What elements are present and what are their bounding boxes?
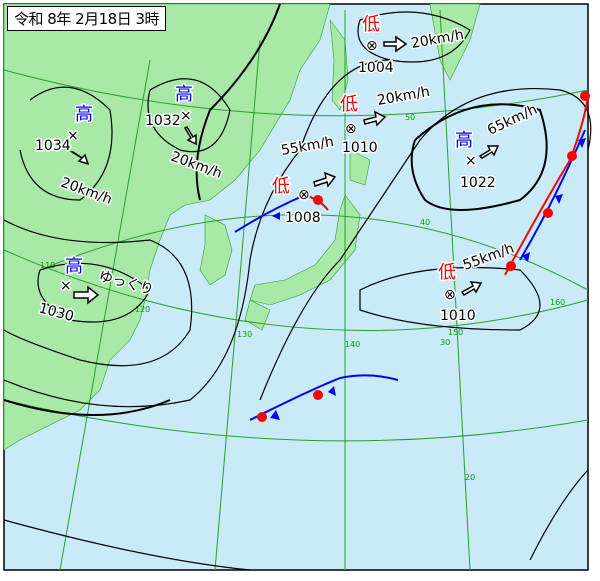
front-symbols xyxy=(257,91,590,422)
lat-label: 30 xyxy=(440,338,450,347)
lat-label: 40 xyxy=(420,218,430,227)
pressure-label: 1022 xyxy=(460,175,496,191)
pressure-label: 1010 xyxy=(440,308,476,324)
arrow-icon xyxy=(313,171,337,188)
high-symbol: 高 xyxy=(75,104,93,125)
high-symbol: 高 xyxy=(455,130,473,151)
low-symbol: 低 xyxy=(438,262,456,283)
cold-front xyxy=(234,194,306,233)
pressure-label: 1010 xyxy=(342,140,378,156)
motion-arrows xyxy=(69,35,500,305)
arrow-icon xyxy=(363,110,387,127)
svg-text:⊗: ⊗ xyxy=(345,121,357,137)
lon-label: 130 xyxy=(237,330,252,339)
lon-label: 120 xyxy=(135,305,150,314)
pressure-label: 1034 xyxy=(35,138,71,154)
arrow-icon xyxy=(383,35,408,53)
lon-label: 150 xyxy=(448,328,463,337)
stationary-front xyxy=(249,374,399,421)
arrow-icon xyxy=(183,126,197,146)
pressure-label: 1032 xyxy=(145,113,181,129)
svg-text:×: × xyxy=(180,108,192,124)
svg-text:×: × xyxy=(67,128,79,144)
pressure-label: 1004 xyxy=(358,60,394,76)
svg-text:⊗: ⊗ xyxy=(366,38,378,54)
lon-label: 140 xyxy=(345,340,360,349)
land-japan xyxy=(244,149,371,331)
low-symbol: 低 xyxy=(362,14,380,35)
arrow-icon xyxy=(478,145,500,159)
svg-text:⊗: ⊗ xyxy=(444,287,456,303)
low-symbol: 低 xyxy=(340,94,358,115)
warm-front xyxy=(504,94,589,276)
svg-text:×: × xyxy=(465,153,477,169)
pressure-label: 1008 xyxy=(285,210,321,226)
lon-label: 160 xyxy=(550,298,565,307)
high-symbol: 高 xyxy=(175,84,193,105)
land-asia xyxy=(3,3,331,451)
arrow-icon xyxy=(73,285,100,305)
svg-text:⊗: ⊗ xyxy=(298,187,310,203)
lat-label: 50 xyxy=(405,113,415,122)
map-title: 令和 8年 2月18日 3時 xyxy=(7,6,167,31)
cold-front xyxy=(519,129,586,261)
svg-text:×: × xyxy=(60,278,72,294)
lon-label: 110 xyxy=(40,261,55,270)
high-symbol: 高 xyxy=(65,256,83,277)
arrow-icon xyxy=(460,281,483,297)
land-korea xyxy=(199,214,233,286)
arrow-icon xyxy=(69,151,90,166)
lat-label: 20 xyxy=(465,473,475,482)
isobars xyxy=(3,3,592,571)
low-symbol: 低 xyxy=(272,176,290,197)
